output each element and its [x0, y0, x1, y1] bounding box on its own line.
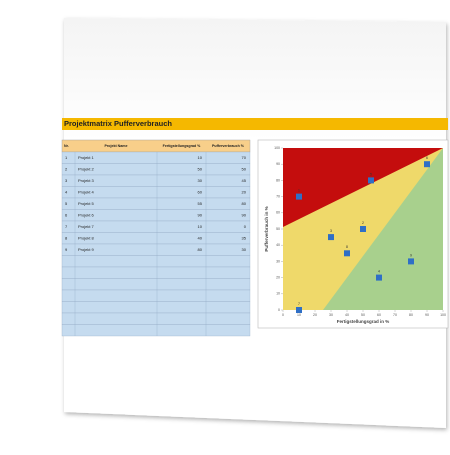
table-cell: Projekt 2 — [78, 166, 95, 171]
y-tick-label: 10 — [276, 292, 280, 296]
x-tick-label: 80 — [409, 313, 413, 317]
header-cell: Nr. — [64, 144, 69, 148]
table-cell: 35 — [242, 235, 247, 240]
table-cell: 7 — [65, 224, 68, 229]
y-tick-label: 20 — [276, 276, 280, 280]
title-bar — [62, 118, 448, 130]
x-tick-label: 100 — [440, 313, 446, 317]
x-tick-label: 60 — [377, 313, 381, 317]
table-cell: 60 — [198, 189, 203, 194]
table-cell: Projekt 3 — [78, 178, 95, 183]
table-row — [61, 324, 251, 337]
table-row — [61, 289, 251, 302]
table-cell: Projekt 4 — [78, 189, 95, 194]
table-row — [61, 255, 251, 268]
table-cell: 80 — [198, 247, 203, 252]
table: Nr. Projekt Name Fertigstellungsgrad % Puff… — [61, 139, 251, 337]
table-cell: 20 — [242, 189, 247, 194]
zone-green — [323, 148, 443, 310]
x-tick-label: 90 — [425, 313, 429, 317]
x-tick-label: 20 — [313, 313, 317, 317]
point — [344, 250, 350, 257]
table-cell: 80 — [242, 201, 247, 206]
table-row — [61, 266, 251, 279]
y-tick-label: 0 — [278, 308, 280, 312]
table-cell: 90 — [242, 212, 247, 217]
table-cell: Projekt 7 — [78, 224, 95, 229]
point — [424, 161, 430, 168]
y-tick-label: 70 — [276, 195, 280, 199]
table-cell: 5 — [65, 201, 68, 206]
x-tick-label: 70 — [393, 313, 397, 317]
table-cell: 50 — [198, 166, 203, 171]
y-tick-label: 80 — [276, 178, 280, 182]
table-cell: 45 — [242, 178, 247, 183]
table-cell: 2 — [65, 166, 68, 171]
point-label: 2 — [362, 221, 364, 225]
table-cell: 10 — [198, 224, 203, 229]
table-cell: 6 — [65, 212, 68, 217]
table-cell: Projekt 8 — [78, 235, 95, 240]
table-cell: Projekt 1 — [78, 155, 95, 160]
point-label: 3 — [330, 229, 332, 233]
table-cell: 9 — [65, 247, 68, 252]
table-cell: 4 — [65, 189, 68, 194]
table-cell: 8 — [65, 235, 68, 240]
table-cell: Projekt 5 — [78, 201, 95, 206]
point — [360, 226, 366, 232]
table-row — [61, 301, 251, 314]
table-cell: 1 — [65, 155, 68, 160]
table-cell: 3 — [65, 178, 68, 183]
header-cell: Fertigstellungsgrad % — [163, 144, 202, 148]
x-tick-label: 40 — [345, 313, 349, 317]
table-row — [61, 312, 251, 325]
point-label: 1 — [298, 189, 300, 193]
point — [328, 234, 334, 241]
y-axis-label: Pufferverbrauch in % — [264, 206, 269, 251]
y-tick-label: 100 — [274, 146, 280, 150]
table-cell: 55 — [198, 201, 203, 206]
table-cell: Projekt 6 — [78, 212, 95, 217]
table-cell: 30 — [242, 247, 247, 252]
point — [296, 193, 302, 200]
point — [296, 307, 302, 313]
table-row — [61, 278, 251, 291]
x-tick-label: 10 — [297, 313, 301, 317]
point-label: 5 — [370, 172, 372, 176]
point-label: 6 — [426, 156, 428, 160]
y-tick-label: 90 — [276, 162, 280, 166]
y-tick-label: 30 — [276, 259, 280, 263]
table-cell: 10 — [198, 155, 203, 160]
x-axis-label: Fertigstellungsgrad in % — [337, 319, 390, 324]
table-cell: Projekt 9 — [78, 247, 95, 252]
y-tick-label: 50 — [276, 227, 280, 231]
table-cell: 90 — [198, 212, 203, 217]
point — [376, 274, 382, 281]
x-tick-label: 0 — [282, 313, 284, 317]
header-cell: Pufferverbrauch % — [212, 144, 245, 148]
point-label: 4 — [378, 270, 380, 274]
table-cell: 30 — [198, 178, 203, 183]
header-cell: Projekt Name — [105, 144, 128, 148]
point-label: 7 — [298, 302, 300, 306]
title: Projektmatrix Pufferverbrauch — [64, 119, 172, 128]
point — [408, 258, 414, 265]
y-tick-label: 40 — [276, 243, 280, 247]
x-tick-label: 30 — [329, 313, 333, 317]
table-cell: 0 — [244, 224, 247, 229]
table-cell: 70 — [242, 155, 247, 160]
y-tick-label: 60 — [276, 211, 280, 215]
zone-red — [283, 148, 443, 227]
point — [368, 177, 374, 184]
point-label: 8 — [346, 245, 348, 249]
table-cell: 50 — [242, 166, 247, 171]
chart: 0 10 20 30 40 50 60 70 80 90 100 0 10 20 30 40 50 60 70 80 9… — [264, 146, 446, 324]
point-label: 9 — [410, 253, 412, 257]
table-cell: 40 — [198, 235, 203, 240]
x-tick-label: 50 — [361, 313, 365, 317]
